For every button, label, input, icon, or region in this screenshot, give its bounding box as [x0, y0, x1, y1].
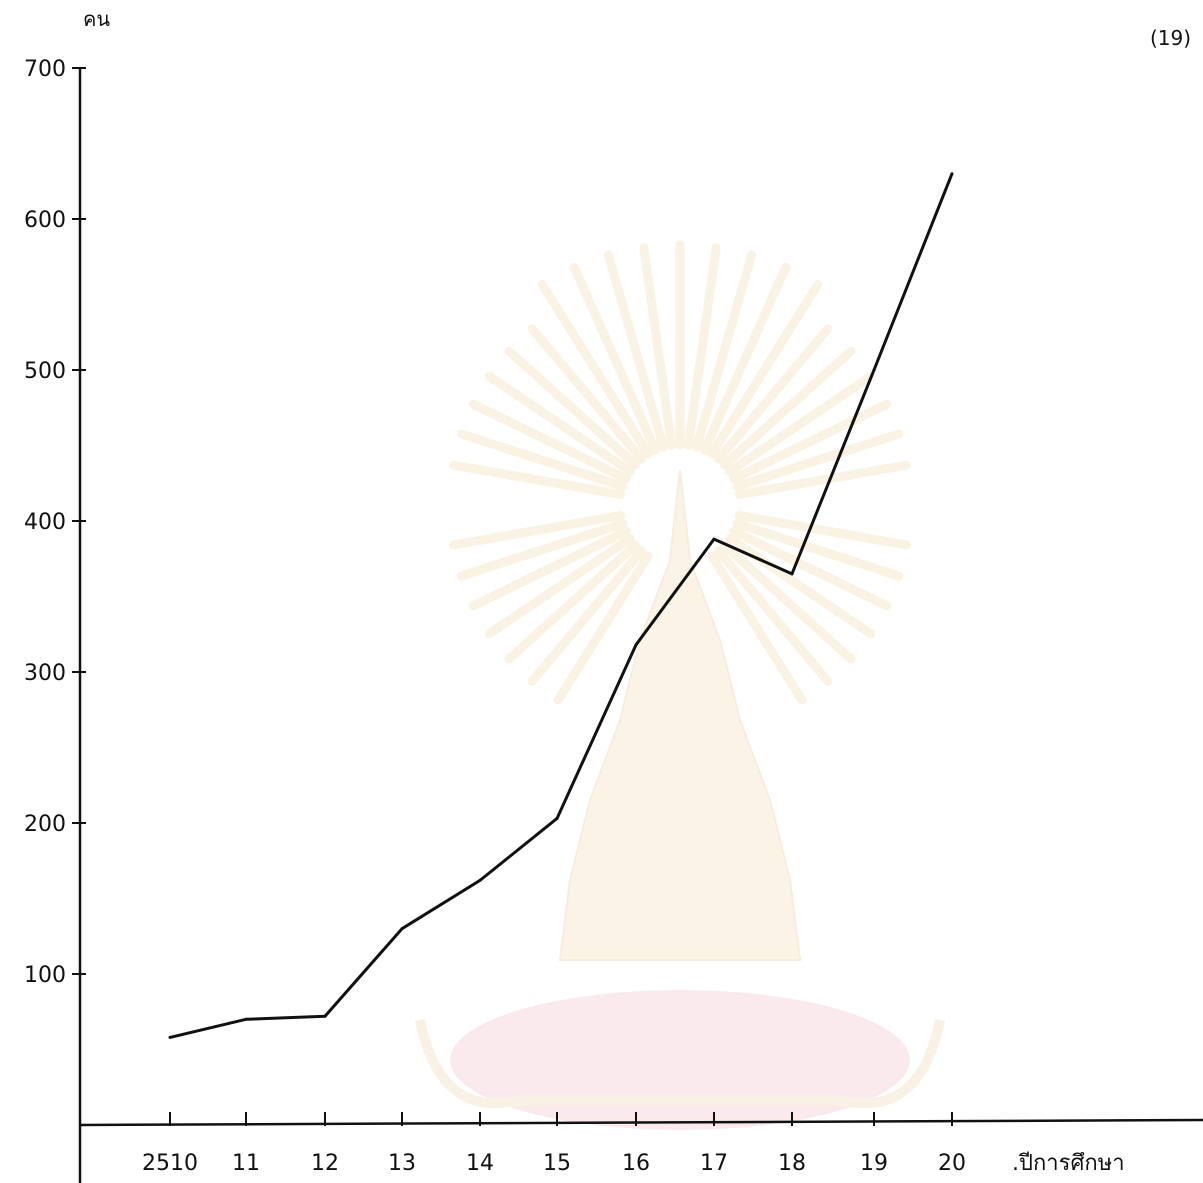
emblem-ray — [484, 534, 635, 639]
emblem-ray — [468, 399, 631, 484]
data-point — [634, 643, 638, 647]
emblem-ray — [468, 526, 631, 611]
data-point — [950, 172, 954, 176]
emblem-ray — [504, 540, 640, 664]
data-point — [244, 1017, 248, 1021]
y-ticks: 100 200 300 400 500 600 700 — [24, 57, 86, 988]
emblem-ray — [456, 519, 628, 581]
data-point — [872, 368, 876, 372]
emblem-ray — [639, 243, 677, 451]
emblem-ray — [707, 551, 807, 705]
emblem-ray — [714, 546, 833, 686]
y-tick-label: 500 — [24, 359, 66, 384]
x-tick-label: 15 — [543, 1151, 571, 1176]
emblem-ray — [734, 460, 912, 500]
data-points — [168, 172, 954, 1039]
x-tick-label: 19 — [860, 1151, 888, 1176]
x-tick-label: 20 — [938, 1151, 966, 1176]
emblem-ray — [732, 429, 904, 491]
y-tick-label: 300 — [24, 661, 66, 686]
x-tick-label: 12 — [311, 1151, 339, 1176]
emblem-ray — [729, 399, 892, 484]
y-tick-label: 100 — [24, 963, 66, 988]
data-point — [323, 1014, 327, 1018]
emblem-ray — [603, 250, 668, 452]
y-tick-label: 200 — [24, 812, 66, 837]
emblem-ray — [527, 546, 646, 686]
emblem-base — [450, 990, 910, 1130]
x-tick-label: 14 — [466, 1151, 494, 1176]
emblem-ray — [699, 262, 791, 455]
emblem-ray — [725, 534, 876, 639]
emblem-ray — [569, 262, 661, 455]
data-point — [168, 1035, 172, 1039]
emblem-ray — [720, 346, 856, 470]
x-ticks: 2510 11 12 13 14 15 16 17 18 19 20 — [142, 1112, 966, 1176]
data-point — [790, 572, 794, 576]
emblem-ray — [527, 324, 646, 464]
x-tick-label: 18 — [778, 1151, 806, 1176]
emblem-ray — [537, 280, 653, 459]
emblem-ray — [714, 324, 833, 464]
emblem-ray — [456, 429, 628, 491]
x-tick-label: 2510 — [142, 1151, 198, 1176]
emblem-ray — [692, 250, 757, 452]
y-tick-label: 700 — [24, 57, 66, 82]
emblem-ray — [720, 540, 856, 664]
emblem-ray — [504, 346, 640, 470]
x-axis — [79, 1118, 1203, 1127]
emblem-halo — [632, 457, 728, 553]
data-point — [478, 878, 482, 882]
y-axis-label: คน — [83, 7, 110, 31]
emblem-ray — [683, 243, 721, 451]
emblem-ray — [707, 280, 823, 459]
y-tick-label: 400 — [24, 510, 66, 535]
emblem-ribbon — [415, 1019, 945, 1109]
emblem-ray — [553, 551, 653, 705]
data-point — [555, 816, 559, 820]
x-tick-label: 17 — [700, 1151, 728, 1176]
emblem-ray — [484, 371, 635, 476]
data-point — [400, 927, 404, 931]
emblem-ray — [734, 510, 912, 550]
emblem-ray — [725, 371, 876, 476]
emblem-rays — [448, 240, 912, 705]
x-tick-label: 13 — [388, 1151, 416, 1176]
emblem-ray — [448, 460, 626, 500]
emblem-ray — [732, 519, 904, 581]
x-tick-label: 11 — [232, 1151, 260, 1176]
emblem-ray — [448, 510, 626, 550]
data-point — [712, 537, 716, 541]
y-tick-label: 600 — [24, 208, 66, 233]
page-number: (19) — [1150, 26, 1191, 50]
x-axis-label: .ปีการศึกษา — [1012, 1151, 1125, 1176]
x-tick-label: 16 — [622, 1151, 650, 1176]
emblem-ray — [729, 526, 892, 611]
university-emblem-watermark — [415, 240, 945, 1130]
emblem-crown — [558, 469, 802, 961]
